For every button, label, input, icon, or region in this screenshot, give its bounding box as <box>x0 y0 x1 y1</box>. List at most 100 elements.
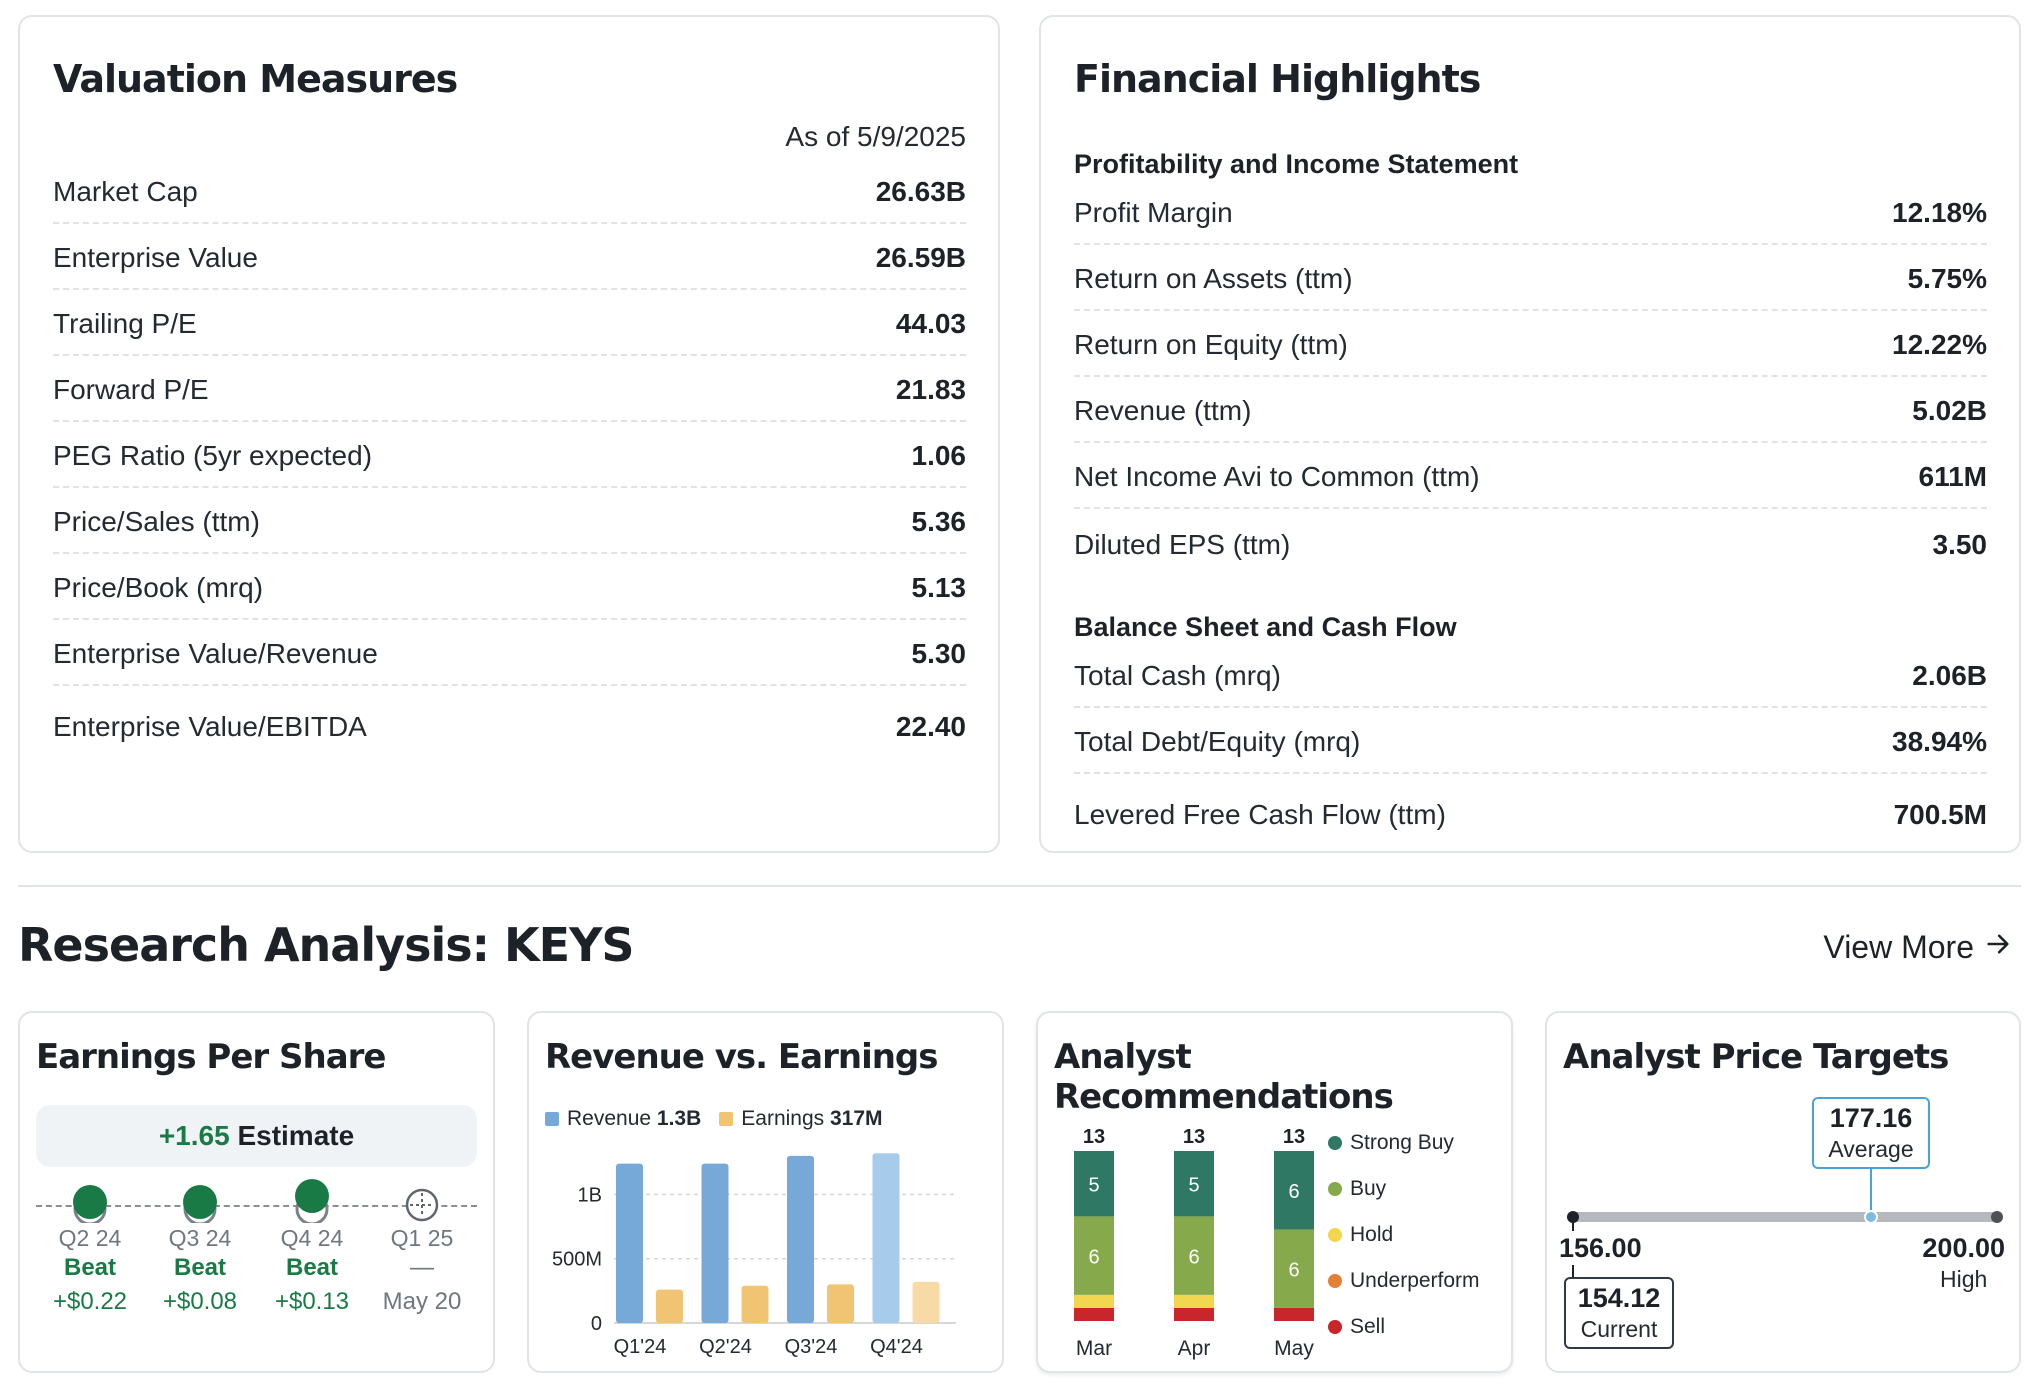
eps-quarter-label: Q3 24 <box>168 1225 232 1251</box>
row-value: 22.40 <box>895 711 966 742</box>
view-more-link[interactable]: View More <box>1823 929 2012 966</box>
financial-title: Financial Highlights <box>1074 57 1481 101</box>
low-target-value: 156.00 <box>1559 1231 1642 1265</box>
table-row: Net Income Avi to Common (ttm) 611M <box>1074 443 1987 509</box>
legend-dot-icon <box>1328 1320 1342 1334</box>
x-tick-label: Mar <box>1076 1337 1112 1360</box>
row-label: Trailing P/E <box>53 308 197 339</box>
valuation-title: Valuation Measures <box>53 57 458 101</box>
row-value: 44.03 <box>895 308 966 339</box>
row-value: 5.30 <box>911 638 967 669</box>
eps-quarter-column[interactable]: Q3 24 Beat +$0.08 <box>145 1173 255 1316</box>
row-value: 2.06B <box>1912 660 1987 691</box>
recommendations-legend: Strong Buy Buy Hold Underperform Sell <box>1328 1120 1480 1350</box>
high-target-value: 200.00 <box>1922 1233 2005 1263</box>
profitability-heading: Profitability and Income Statement <box>1074 149 1519 179</box>
section-divider <box>18 885 2021 887</box>
legend-label: Buy <box>1350 1177 1387 1200</box>
earnings-bar <box>656 1289 683 1323</box>
row-value: 5.36 <box>911 506 967 537</box>
legend-earnings-label: Earnings <box>741 1107 825 1130</box>
table-row: Price/Sales (ttm) 5.36 <box>53 488 966 554</box>
row-label: Forward P/E <box>53 374 209 405</box>
table-row: Enterprise Value 26.59B <box>53 224 966 290</box>
eps-status: Beat <box>173 1254 227 1281</box>
legend-revenue-value: 1.3B <box>656 1107 702 1130</box>
row-label: Price/Sales (ttm) <box>53 506 260 537</box>
bar-total-label: 13 <box>1083 1126 1105 1148</box>
legend-dot-icon <box>1328 1228 1342 1242</box>
eps-estimate-line <box>36 1205 477 1207</box>
x-tick-label: Q1'24 <box>614 1336 667 1358</box>
row-label: Total Cash (mrq) <box>1074 660 1281 691</box>
revenue-vs-earnings-card[interactable]: Revenue vs. Earnings Revenue 1.3B Earnin… <box>527 1011 1004 1373</box>
price-targets-title: Analyst Price Targets <box>1563 1037 1949 1077</box>
row-value: 3.50 <box>1932 529 1988 560</box>
segment-value-label: 6 <box>1288 1260 1299 1282</box>
legend-dot-icon <box>1328 1182 1342 1196</box>
analyst-recommendations-card[interactable]: Analyst Recommendations 6 5 13 Mar 6 5 13 Apr 6 6… <box>1036 1011 1513 1373</box>
legend-revenue: Revenue 1.3B <box>545 1107 701 1131</box>
stacked-bar-segment <box>1074 1294 1114 1308</box>
high-target-label: High <box>1940 1266 1988 1292</box>
legend-item: Hold <box>1328 1212 1480 1258</box>
eps-quarter-column[interactable]: Q1 25 — May 20 <box>367 1173 477 1316</box>
eps-beat-marker <box>295 1179 329 1223</box>
earnings-bar <box>741 1285 769 1323</box>
analyst-price-targets-card[interactable]: Analyst Price Targets 177.16 Average 156… <box>1545 1011 2021 1373</box>
eps-difference: +$0.22 <box>52 1288 128 1315</box>
revenue-bar <box>701 1163 729 1323</box>
recommendations-chart: 6 5 13 Mar 6 5 13 Apr 6 6 13 May <box>1074 1126 1314 1360</box>
y-tick-label: 0 <box>591 1313 602 1335</box>
stacked-bar-segment <box>1074 1216 1114 1295</box>
segment-value-label: 6 <box>1088 1247 1099 1269</box>
eps-quarter-column[interactable]: Q2 24 Beat +$0.22 <box>35 1173 145 1316</box>
table-row: Revenue (ttm) 5.02B <box>1074 377 1987 443</box>
earnings-bar <box>912 1281 940 1323</box>
crosshair-icon <box>405 1188 439 1222</box>
stacked-bar-segment <box>1174 1294 1214 1308</box>
row-value: 38.94% <box>1892 726 1987 757</box>
eps-quarter-label: Q2 24 <box>58 1225 122 1251</box>
current-price-label: Current <box>1580 1316 1658 1342</box>
earnings-per-share-card[interactable]: Earnings Per Share +1.65 Estimate Q2 24 B… <box>18 1011 495 1373</box>
current-price-box: 154.12 Current <box>1564 1277 1674 1349</box>
eps-beat-marker <box>183 1185 217 1223</box>
bar-total-label: 13 <box>1283 1126 1305 1148</box>
segment-value-label: 5 <box>1088 1175 1099 1197</box>
row-value: 26.63B <box>875 176 966 207</box>
legend-label: Underperform <box>1350 1269 1480 1292</box>
table-row: Return on Assets (ttm) 5.75% <box>1074 245 1987 311</box>
segment-value-label: 5 <box>1188 1175 1199 1197</box>
current-price-value: 154.12 <box>1577 1283 1661 1313</box>
row-value: 12.18% <box>1892 197 1987 228</box>
table-row: Levered Free Cash Flow (ttm) 700.5M <box>1074 779 1987 845</box>
legend-dot-icon <box>1328 1136 1342 1150</box>
eps-beat-marker <box>73 1185 107 1223</box>
row-label: Net Income Avi to Common (ttm) <box>1074 461 1480 492</box>
row-label: PEG Ratio (5yr expected) <box>53 440 373 471</box>
legend-item: Strong Buy <box>1328 1120 1480 1166</box>
legend-label: Sell <box>1350 1315 1386 1338</box>
research-title: Research Analysis: KEYS <box>18 918 635 972</box>
row-value: 5.75% <box>1907 263 1987 294</box>
revenue-title: Revenue vs. Earnings <box>545 1037 938 1077</box>
x-tick-label: Q2'24 <box>699 1336 752 1358</box>
average-marker <box>1864 1210 1878 1224</box>
table-row: Price/Book (mrq) 5.13 <box>53 554 966 620</box>
row-value: 5.13 <box>911 572 967 603</box>
recommendations-title: Analyst Recommendations <box>1054 1037 1394 1117</box>
balance-sheet-heading: Balance Sheet and Cash Flow <box>1074 612 1457 642</box>
table-row: Profit Margin 12.18% <box>1074 179 1987 245</box>
earnings-swatch <box>719 1112 734 1127</box>
row-value: 1.06 <box>911 440 967 471</box>
table-row: Forward P/E 21.83 <box>53 356 966 422</box>
stacked-bar-segment <box>1174 1216 1214 1295</box>
y-tick-label: 1B <box>578 1184 602 1206</box>
row-label: Total Debt/Equity (mrq) <box>1074 726 1361 757</box>
revenue-legend: Revenue 1.3B Earnings 317M <box>545 1107 883 1131</box>
eps-quarter-column[interactable]: Q4 24 Beat +$0.13 <box>257 1173 367 1316</box>
revenue-bar <box>872 1153 900 1323</box>
average-target-label: Average <box>1828 1136 1914 1162</box>
table-row: Total Cash (mrq) 2.06B <box>1074 642 1987 708</box>
